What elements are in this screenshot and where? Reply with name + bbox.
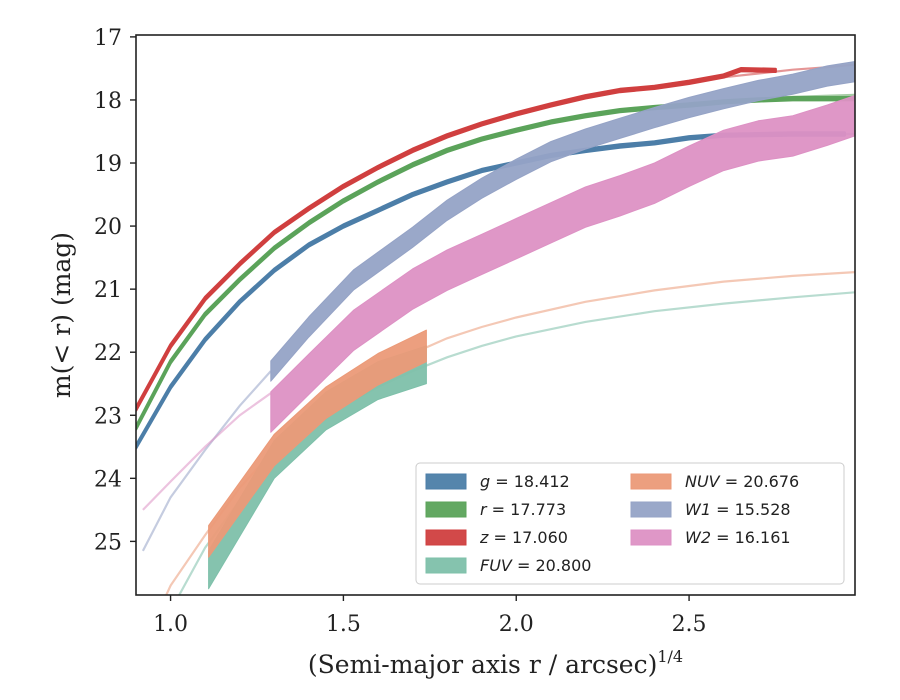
legend-entry-r: r = 17.773 [425,500,566,519]
x-axis-title-text: (Semi-major axis r / arcsec) [308,650,657,679]
y-tick-label: 20 [94,215,122,240]
legend-swatch [425,501,467,518]
legend: g = 18.412 r = 17.773 z = 17.060 FUV = 20.8… [415,462,845,585]
y-tick-label: 21 [94,278,122,303]
plot-frame [135,34,856,596]
legend-entry-w1: W1 = 15.528 [630,500,791,519]
legend-swatch [425,473,467,490]
legend-entry-w2: W2 = 16.161 [630,528,791,547]
legend-swatch [630,529,672,546]
legend-label: W2 = 16.161 [685,528,791,547]
series-z [136,67,777,412]
legend-box [415,462,845,585]
x-axis-title: (Semi-major axis r / arcsec)1/4 [308,647,683,679]
legend-swatch [630,501,672,518]
y-tick-label: 18 [94,89,122,114]
legend-label: FUV = 20.800 [480,556,591,575]
y-tick-label: 22 [94,341,122,366]
legend-swatch [425,557,467,574]
y-tick-label: 17 [94,26,122,51]
series-model-w1 [141,370,272,552]
series-w1 [270,61,855,382]
legend-entry-g: g = 18.412 [425,472,570,491]
y-tick-label: 25 [94,530,122,555]
legend-swatch [425,529,467,546]
legend-entry-z: z = 17.060 [425,528,568,547]
legend-swatch [630,473,672,490]
y-axis-title: m(< r) (mag) [47,232,76,398]
legend-label: r = 17.773 [480,500,566,519]
legend-label: W1 = 15.528 [685,500,791,519]
legend-label: g = 18.412 [480,472,570,491]
plot-area [136,61,855,595]
legend-entry-fuv: FUV = 20.800 [425,556,591,575]
series-nuv [208,329,427,558]
x-tick-label: 1.0 [153,612,188,637]
legend-label: z = 17.060 [479,528,568,547]
y-tick-label: 24 [94,467,122,492]
y-tick-label: 23 [94,404,122,429]
series-w2 [270,95,855,433]
x-tick-label: 2.0 [499,612,534,637]
axis-ticks: 1.0 1.5 2.0 2.5 17 18 19 20 21 22 23 24 25 [94,26,707,637]
x-axis-title-superscript: 1/4 [657,647,683,666]
legend-entry-nuv: NUV = 20.676 [630,472,799,491]
legend-label: NUV = 20.676 [685,472,799,491]
x-tick-label: 2.5 [672,612,707,637]
series-r [136,96,855,431]
y-tick-label: 19 [94,152,122,177]
series-model-w2 [142,392,272,511]
x-tick-label: 1.5 [326,612,361,637]
